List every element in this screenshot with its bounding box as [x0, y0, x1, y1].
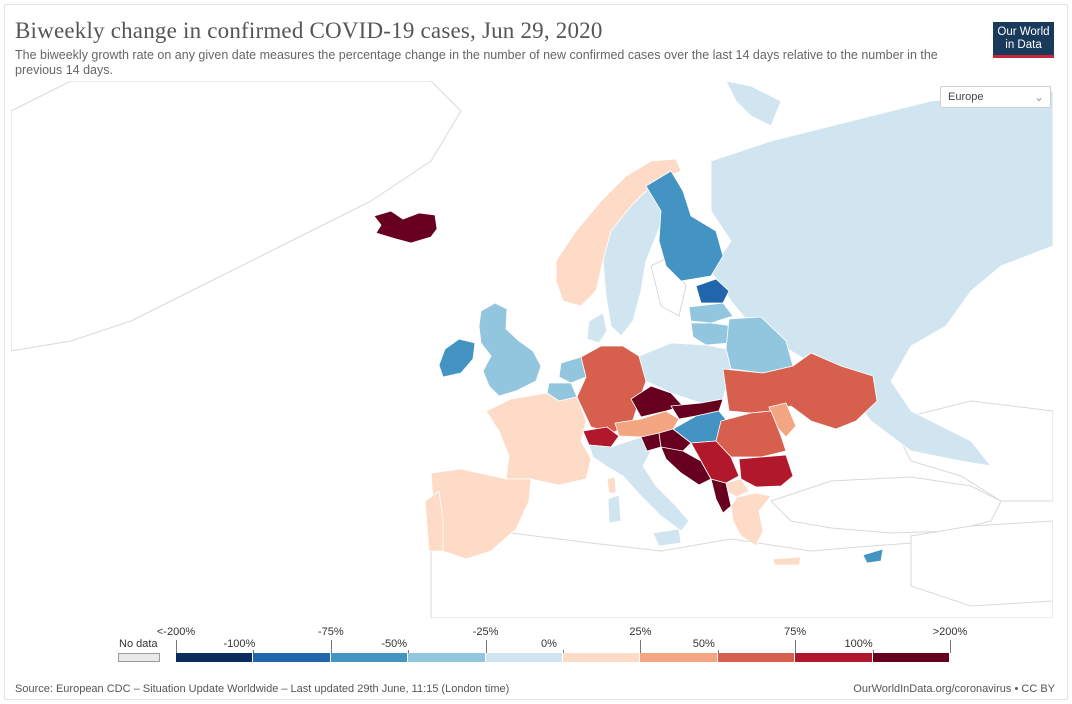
country-cyprus[interactable] — [862, 548, 884, 564]
legend-bin-7[interactable] — [717, 653, 796, 662]
country-switzerland[interactable] — [582, 426, 620, 448]
chart-title: Biweekly change in confirmed COVID-19 ca… — [15, 18, 603, 43]
legend-bin-3[interactable] — [408, 653, 486, 662]
legend-tick-mark — [717, 650, 719, 653]
legend-tick-mark — [253, 650, 255, 653]
country-france[interactable] — [485, 392, 592, 486]
legend-bin-6[interactable] — [640, 653, 718, 662]
no-data-land — [11, 81, 1053, 618]
country-iceland[interactable] — [373, 210, 438, 244]
country-bosnia[interactable] — [660, 446, 712, 486]
logo-line1: Our World — [997, 26, 1050, 38]
legend-bin-5[interactable] — [563, 653, 641, 662]
legend-tick-mark — [795, 640, 797, 653]
country-netherlands[interactable] — [558, 356, 587, 384]
owid-logo[interactable]: Our World in Data — [993, 22, 1054, 58]
region-dropdown-value: Europe — [948, 91, 984, 103]
legend-tick-label: 0% — [541, 638, 557, 650]
country-north-macedonia[interactable] — [725, 478, 750, 498]
country-russia[interactable] — [710, 90, 1053, 467]
country-italy-sardinia[interactable] — [607, 494, 622, 524]
legend-no-data-label: No data — [119, 638, 158, 650]
legend-tick-mark — [640, 640, 642, 653]
legend-bin-1[interactable] — [253, 653, 331, 662]
legend-bin-4[interactable] — [485, 653, 563, 662]
legend-tick-mark — [485, 640, 487, 653]
country-greece[interactable] — [730, 492, 772, 547]
source-note: Source: European CDC – Situation Update … — [15, 683, 510, 695]
country-denmark[interactable] — [586, 312, 608, 344]
legend-tick-label: 100% — [844, 638, 873, 650]
country-estonia[interactable] — [695, 278, 730, 304]
legend-tick-label: 25% — [629, 626, 652, 638]
country-portugal[interactable] — [424, 490, 444, 552]
country-latvia[interactable] — [688, 302, 734, 324]
legend-tick-mark — [950, 640, 951, 653]
legend-tick-label: 50% — [692, 638, 715, 650]
countries — [373, 81, 1053, 566]
legend-tick-label: <-200% — [156, 626, 196, 638]
country-serbia[interactable] — [690, 440, 740, 484]
middle-east-outline — [910, 520, 1053, 607]
legend-tick-mark — [408, 650, 410, 653]
chart-subtitle: The biweekly growth rate on any given da… — [15, 48, 938, 77]
country-greece-crete[interactable] — [772, 556, 802, 566]
legend-tick-mark — [330, 640, 332, 653]
legend-tick-mark — [563, 650, 564, 653]
north-africa-outline — [430, 532, 1053, 618]
legend-tick-label: >200% — [932, 626, 968, 638]
country-germany[interactable] — [576, 345, 647, 434]
logo-line2: in Data — [1005, 39, 1042, 51]
country-ireland[interactable] — [438, 338, 476, 378]
legend-bin-0[interactable] — [176, 653, 254, 662]
region-dropdown[interactable]: Europe ⌄ — [940, 86, 1051, 108]
legend-tick-mark — [176, 640, 177, 653]
europe-map — [11, 81, 1053, 618]
country-uk[interactable] — [478, 302, 542, 397]
legend-tick-mark — [872, 650, 874, 653]
legend-tick-label: -50% — [381, 638, 408, 650]
greenland-outline — [11, 81, 462, 352]
turkey-outline — [770, 476, 1002, 534]
legend-bin-2[interactable] — [330, 653, 409, 662]
legend-tick-label: -100% — [223, 638, 256, 650]
country-france-corsica[interactable] — [606, 476, 617, 494]
legend-color-bar — [176, 653, 950, 662]
country-finland[interactable] — [645, 170, 724, 282]
legend-tick-label: 75% — [784, 626, 807, 638]
country-italy-sicily[interactable] — [652, 528, 682, 547]
legend-tick-label: -75% — [317, 626, 344, 638]
chevron-down-icon: ⌄ — [1033, 90, 1044, 104]
country-bulgaria[interactable] — [738, 454, 794, 488]
legend-bin-9[interactable] — [872, 653, 950, 662]
country-sweden[interactable] — [602, 180, 672, 337]
country-svalbard[interactable] — [725, 81, 782, 127]
credit-link[interactable]: OurWorldInData.org/coronavirus • CC BY — [853, 683, 1055, 695]
country-austria[interactable] — [614, 410, 680, 438]
legend-bin-8[interactable] — [795, 653, 873, 662]
legend-tick-label: -25% — [472, 626, 499, 638]
legend-no-data-swatch[interactable] — [118, 653, 160, 662]
